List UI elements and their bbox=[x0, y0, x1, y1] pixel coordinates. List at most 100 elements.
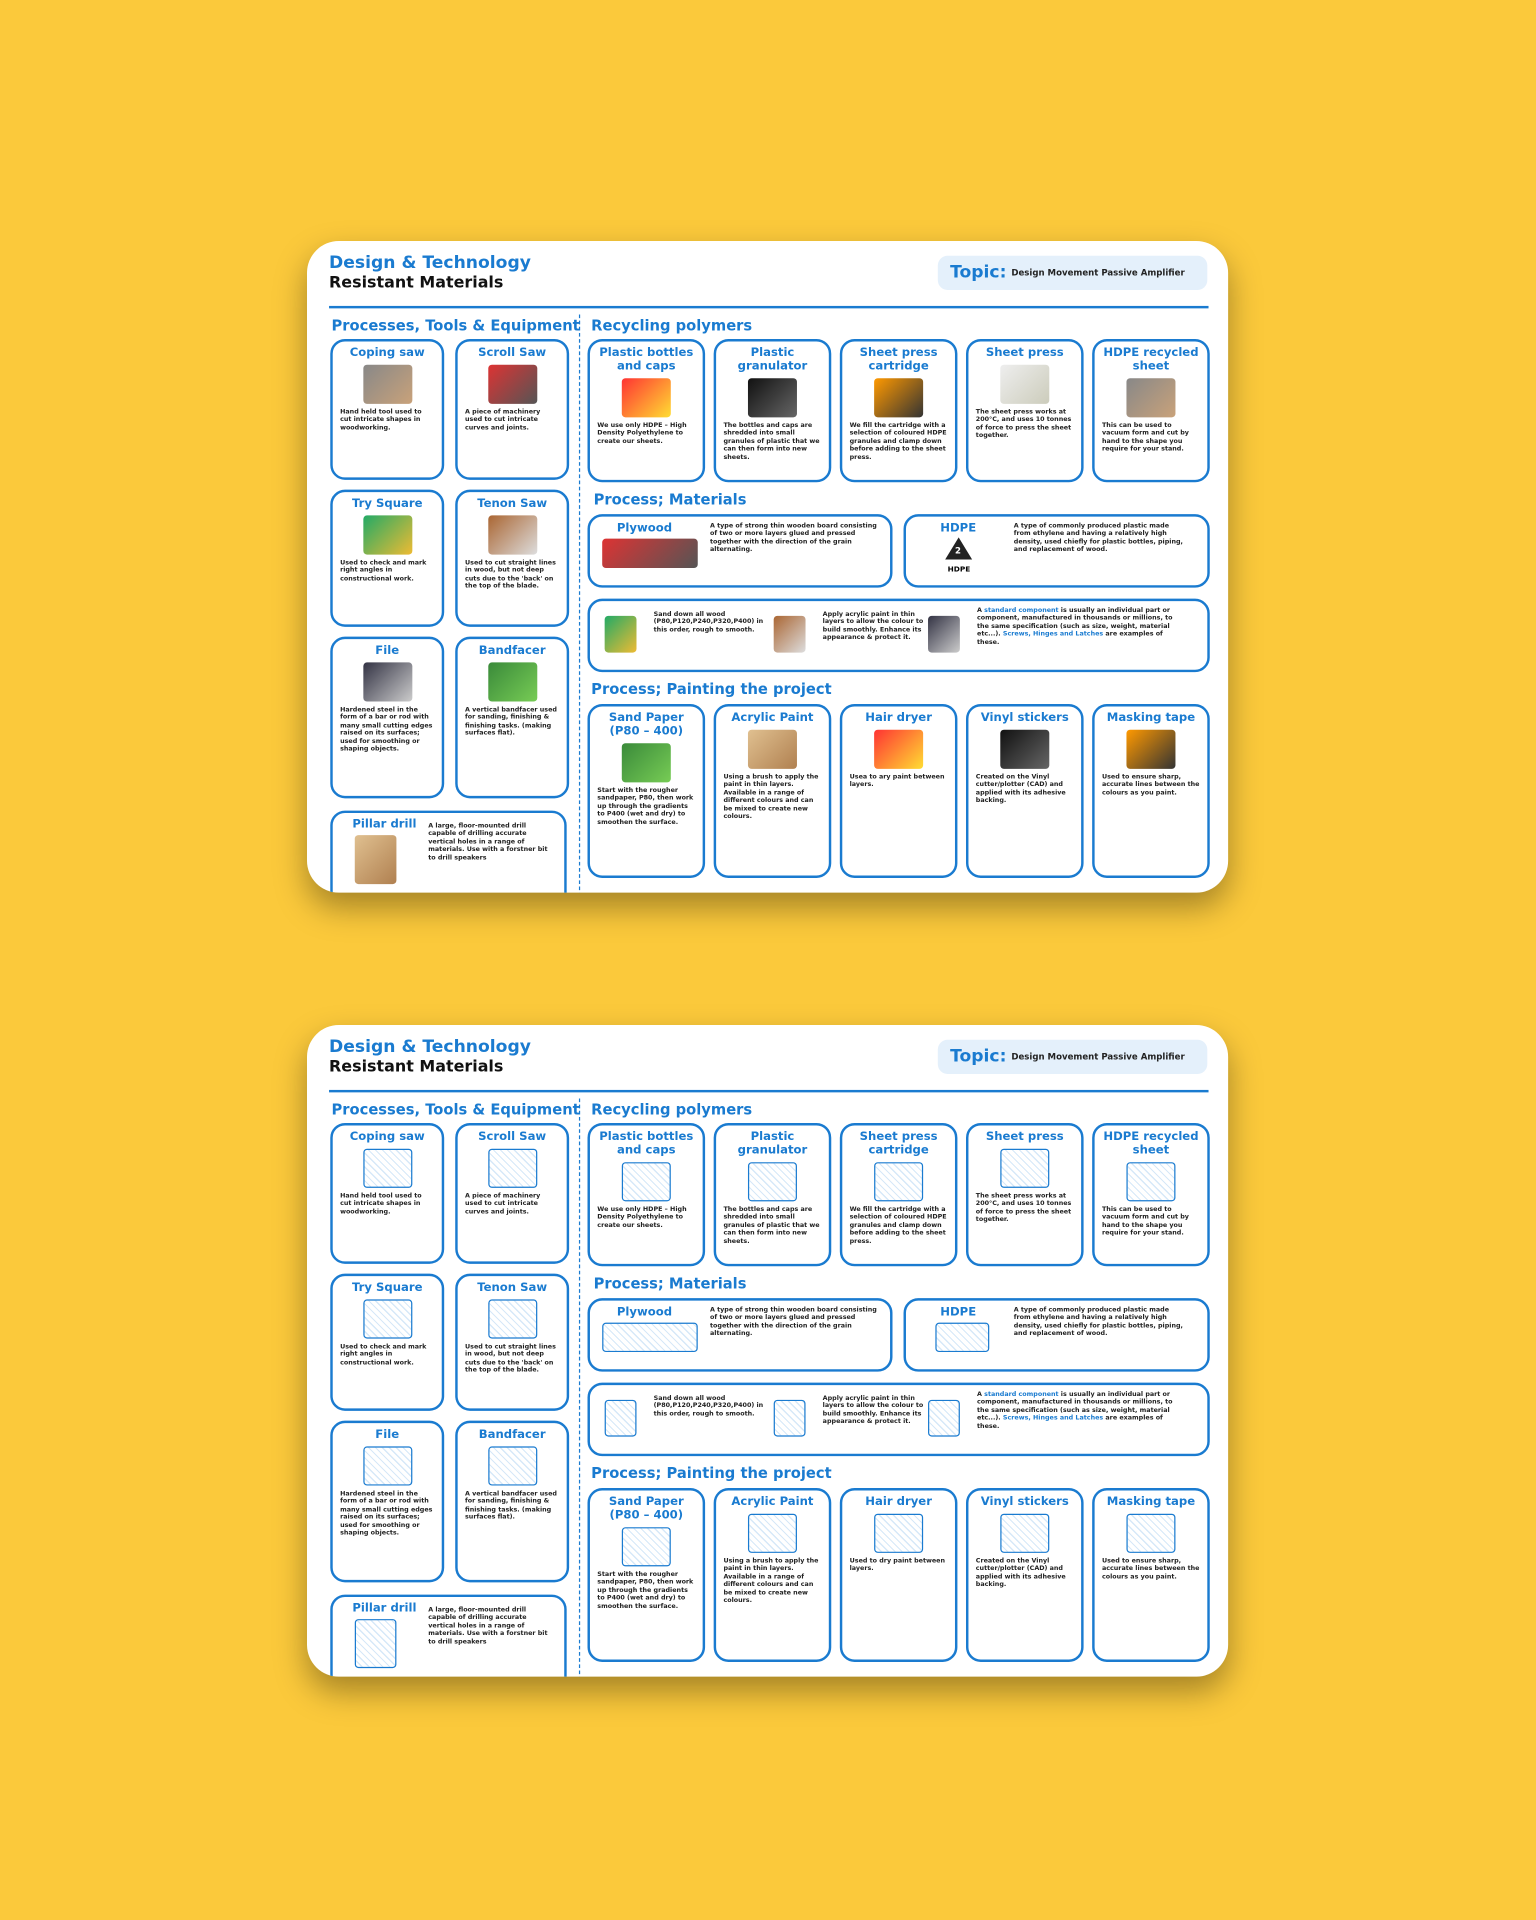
tips-box: Sand down all wood (P80,P120,P240,P320,P… bbox=[587, 598, 1210, 673]
tile-title: Tenon Saw bbox=[477, 497, 548, 511]
material-text: A type of commonly produced plastic made… bbox=[1013, 522, 1183, 554]
tile-text: Used to ensure sharp, accurate lines bet… bbox=[1101, 773, 1200, 797]
section-title: Recycling polymers bbox=[591, 1100, 753, 1119]
section-title: Process; Painting the project bbox=[591, 1464, 832, 1482]
image bbox=[935, 1322, 990, 1353]
section-title: Process; Materials bbox=[593, 490, 747, 509]
image bbox=[487, 662, 537, 702]
course: Resistant Materials bbox=[329, 274, 504, 293]
image bbox=[487, 515, 537, 555]
tile-title: HDPE recycled sheet bbox=[1103, 346, 1199, 374]
tip-segment: A bbox=[977, 1391, 985, 1399]
image bbox=[362, 1446, 412, 1486]
tile: Sheet press cartridge We fill the cartrid… bbox=[839, 1122, 958, 1267]
image bbox=[362, 364, 412, 404]
tile-text: The bottles and caps are shredded into s… bbox=[723, 1206, 820, 1246]
tile-text: The sheet press works at 200°C, and uses… bbox=[975, 1192, 1072, 1224]
tile-title: Sand Paper (P80 – 400) bbox=[608, 1495, 684, 1523]
tile: Pillar drill A large, floor-mounted drill… bbox=[330, 1594, 567, 1677]
tile: Pillar drill A large, floor-mounted drill… bbox=[330, 810, 567, 893]
section-title: Processes, Tools & Equipment bbox=[331, 1100, 580, 1119]
tile-text: We fill the cartridge with a selection o… bbox=[849, 1206, 947, 1246]
tile: Try Square Used to check and mark right a… bbox=[330, 1273, 445, 1411]
tip-segment: standard component bbox=[984, 1391, 1059, 1399]
tile: Bandfacer A vertical bandfacer used for s… bbox=[455, 1420, 570, 1583]
tile-text: Start with the rougher sandpaper, P80, t… bbox=[597, 1571, 694, 1611]
tile: Coping saw Hand held tool used to cut int… bbox=[330, 338, 445, 480]
topic-value: Design Movement Passive Amplifier bbox=[1011, 1051, 1185, 1062]
image bbox=[1000, 729, 1050, 769]
image bbox=[621, 1162, 671, 1202]
image bbox=[874, 1513, 924, 1553]
tile-title: Coping saw bbox=[349, 346, 425, 360]
tile-title: Acrylic Paint bbox=[731, 711, 814, 725]
tile-title: Hair dryer bbox=[865, 1495, 932, 1509]
tile-title: Sheet press bbox=[985, 1130, 1064, 1144]
tile-text: Using a brush to apply the paint in thin… bbox=[723, 1557, 819, 1605]
tile: Tenon Saw Used to cut straight lines in w… bbox=[455, 489, 570, 627]
image bbox=[1126, 378, 1176, 418]
recycle-label: HDPE bbox=[947, 565, 971, 575]
tile: File Hardened steel in the form of a bar … bbox=[330, 1420, 445, 1583]
tile: Scroll Saw A piece of machinery used to c… bbox=[455, 338, 570, 480]
tile: Hair dryer Used to dry paint between laye… bbox=[839, 1488, 958, 1662]
tile-text: Used to ensure sharp, accurate lines bet… bbox=[1101, 1557, 1200, 1581]
image bbox=[747, 729, 797, 769]
tile-title: Masking tape bbox=[1106, 711, 1196, 725]
material-text: A type of strong thin wooden board consi… bbox=[709, 522, 877, 554]
image bbox=[747, 1513, 797, 1553]
image bbox=[874, 1162, 924, 1202]
tile-text: This can be used to vacuum form and cut … bbox=[1101, 422, 1189, 454]
tile-text: Usea to ary paint between layers. bbox=[849, 773, 945, 790]
tile: Acrylic Paint Using a brush to apply the … bbox=[713, 1488, 832, 1662]
tile: Plastic granulator The bottles and caps a… bbox=[713, 338, 832, 483]
material-box: Plywood A type of strong thin wooden boar… bbox=[587, 514, 893, 588]
tile-title: Hair dryer bbox=[865, 711, 932, 725]
tile-title: Plastic bottles and caps bbox=[599, 1130, 694, 1158]
topic-box: Topic: Design Movement Passive Amplifier bbox=[937, 1039, 1208, 1074]
image bbox=[928, 615, 960, 653]
image bbox=[354, 1619, 397, 1669]
tile-text: Used to dry paint between layers. bbox=[849, 1557, 946, 1574]
image bbox=[621, 1527, 671, 1567]
tile-title: Sheet press cartridge bbox=[859, 1130, 938, 1158]
tile: Sheet press The sheet press works at 200°… bbox=[965, 1122, 1084, 1267]
tile-text: Using a brush to apply the paint in thin… bbox=[723, 773, 819, 821]
tip-segment: Apply acrylic paint in thin layers to al… bbox=[822, 1394, 924, 1426]
tip-text: Sand down all wood (P80,P120,P240,P320,P… bbox=[654, 611, 764, 635]
tile-text: Created on the Vinyl cutter/plotter (CAD… bbox=[975, 773, 1066, 805]
image bbox=[773, 615, 806, 653]
tile: Coping saw Hand held tool used to cut int… bbox=[330, 1122, 445, 1264]
tile: Hair dryer Usea to ary paint between laye… bbox=[839, 704, 958, 878]
card: Design & Technology Resistant Materials To… bbox=[307, 1025, 1229, 1677]
tile-text: Used to cut straight lines in wood, but … bbox=[465, 1343, 556, 1375]
tile-text: Hand held tool used to cut intricate sha… bbox=[340, 1192, 422, 1216]
recycle-symbol bbox=[945, 537, 973, 560]
image bbox=[621, 378, 671, 418]
tile: Scroll Saw A piece of machinery used to c… bbox=[455, 1122, 570, 1264]
material-box: HDPE A type of commonly produced plastic … bbox=[903, 1298, 1210, 1372]
tile-text: Hardened steel in the form of a bar or r… bbox=[340, 1490, 433, 1538]
tile: Try Square Used to check and mark right a… bbox=[330, 489, 445, 627]
tile-text: A vertical bandfacer used for sanding, f… bbox=[465, 1490, 557, 1522]
image bbox=[602, 538, 698, 569]
image bbox=[362, 1299, 412, 1339]
tile: HDPE recycled sheet This can be used to v… bbox=[1092, 338, 1210, 483]
tile: Tenon Saw Used to cut straight lines in w… bbox=[455, 1273, 570, 1411]
rule bbox=[329, 305, 1209, 309]
recycle-code: 2 bbox=[954, 546, 961, 556]
tile: HDPE recycled sheet This can be used to v… bbox=[1092, 1122, 1210, 1267]
image bbox=[1126, 1162, 1176, 1202]
tile-text: The bottles and caps are shredded into s… bbox=[723, 422, 820, 462]
image bbox=[928, 1399, 960, 1437]
image bbox=[362, 515, 412, 555]
tile-title: File bbox=[375, 1427, 400, 1442]
tip-segment: standard component bbox=[984, 607, 1059, 615]
tile: Sand Paper (P80 – 400) Start with the rou… bbox=[587, 704, 706, 878]
tip-text: A standard component is usually an indiv… bbox=[977, 607, 1185, 646]
image bbox=[1126, 729, 1176, 769]
tile-text: A piece of machinery used to cut intrica… bbox=[465, 408, 541, 432]
tile-title: Plastic granulator bbox=[737, 346, 808, 374]
image bbox=[1000, 1148, 1050, 1188]
